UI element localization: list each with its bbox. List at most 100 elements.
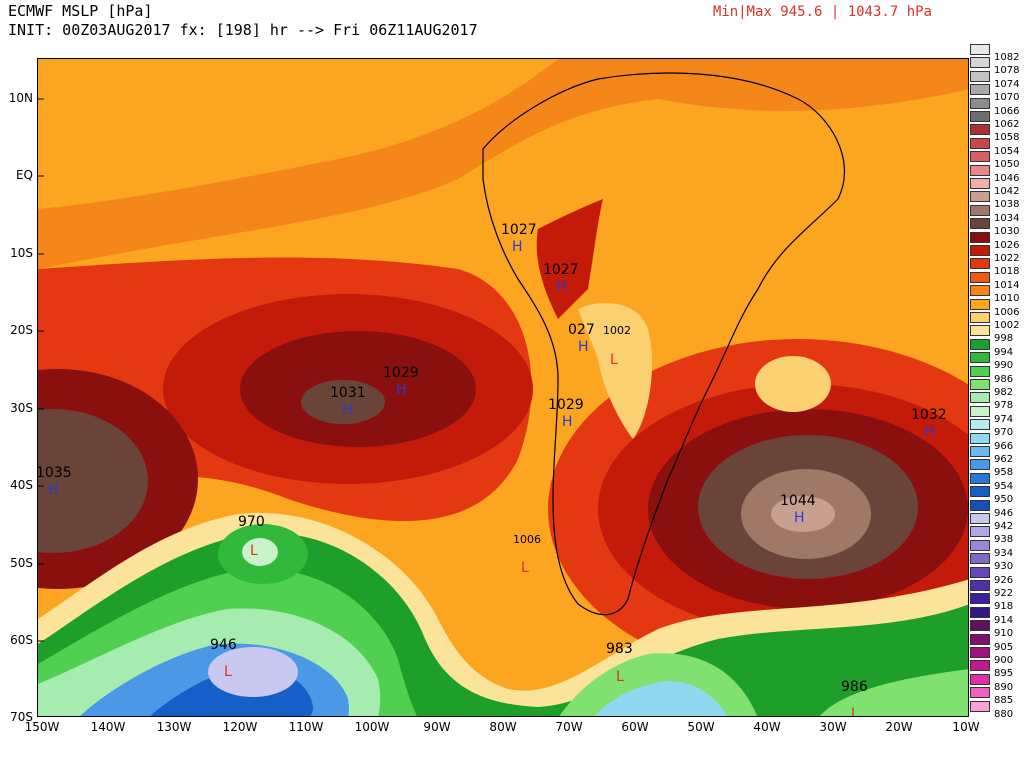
colorbar-swatch xyxy=(970,459,990,471)
lat-label-20s: 20S xyxy=(10,323,33,337)
label-1029-chile: 1029 xyxy=(548,397,584,413)
colorbar-level-label: 930 xyxy=(994,561,1014,573)
lon-label-130w: 130W xyxy=(156,720,192,734)
lon-label-20w: 20W xyxy=(885,720,913,734)
lon-label-80w: 80W xyxy=(489,720,517,734)
colorbar-level-label: 942 xyxy=(994,521,1014,532)
colorbar-swatch xyxy=(970,245,990,256)
l-marker-1006: L xyxy=(521,560,529,576)
l-marker-1002: L xyxy=(610,352,618,368)
atlantic-high-core xyxy=(771,496,835,532)
label-1044: 1044 xyxy=(780,493,816,509)
colorbar-level-label: 1038 xyxy=(994,199,1020,211)
label-983: 983 xyxy=(606,641,633,657)
colorbar-swatch xyxy=(970,231,990,243)
pressure-map-svg: 1027 H 1027 H 027 H 1002 L 1029 H 1029 H… xyxy=(38,59,968,717)
h-marker-1027-south: H xyxy=(578,339,589,355)
colorbar-swatch xyxy=(970,446,990,457)
l-marker-983: L xyxy=(616,669,624,685)
low-970-core xyxy=(242,538,278,566)
colorbar-level-label: 982 xyxy=(994,387,1014,398)
colorbar-swatch xyxy=(970,97,990,109)
label-986: 986 xyxy=(841,679,868,695)
colorbar-level-label: 922 xyxy=(994,588,1014,599)
andes-ridge-red xyxy=(536,199,603,319)
lat-label-10n: 10N xyxy=(8,91,33,105)
colorbar-swatch xyxy=(970,271,990,283)
drake-low-blue xyxy=(594,681,727,716)
colorbar-swatch xyxy=(970,258,990,270)
colorbar-swatch xyxy=(970,499,990,511)
colorbar-swatch xyxy=(970,218,990,230)
colorbar-level-label: 1002 xyxy=(994,320,1020,331)
colorbar-swatch xyxy=(970,660,990,672)
colorbar-level-label: 1022 xyxy=(994,253,1020,264)
colorbar-swatch xyxy=(970,312,990,323)
colorbar-level-label: 1046 xyxy=(994,172,1020,184)
colorbar-swatch xyxy=(970,539,990,551)
label-1027-mid: 1027 xyxy=(543,262,579,278)
colorbar-swatch xyxy=(970,566,990,578)
colorbar-swatch xyxy=(970,325,990,337)
colorbar-level-label: 885 xyxy=(994,695,1014,707)
colorbar-swatch xyxy=(970,164,990,176)
h-marker-1027-mid: H xyxy=(556,279,567,295)
colorbar-level-label: 926 xyxy=(994,574,1014,586)
colorbar-level-label: 880 xyxy=(994,708,1014,720)
lon-label-120w: 120W xyxy=(222,720,258,734)
colorbar-swatch xyxy=(970,204,990,216)
colorbar-swatch xyxy=(970,606,990,618)
colorbar-swatch xyxy=(970,673,990,685)
colorbar-swatch xyxy=(970,472,990,484)
colorbar-level-label: 994 xyxy=(994,346,1014,358)
colorbar-level-label: 1010 xyxy=(994,293,1020,305)
h-marker-1029-pac: H xyxy=(396,382,407,398)
pacific-low-core xyxy=(208,647,298,697)
lat-label-40s: 40S xyxy=(10,478,33,492)
colorbar-swatch xyxy=(970,191,990,203)
lon-label-150w: 150W xyxy=(24,720,60,734)
colorbar-level-label: 954 xyxy=(994,480,1014,492)
h-marker-1044: H xyxy=(794,510,805,526)
colorbar-level-label: 895 xyxy=(994,668,1014,680)
colorbar-level-label: 1034 xyxy=(994,212,1020,224)
colorbar-level-label: 1062 xyxy=(994,119,1020,130)
colorbar-level-label: 890 xyxy=(994,681,1014,693)
colorbar-swatch xyxy=(970,593,990,605)
colorbar-swatch xyxy=(970,44,990,55)
colorbar-swatch xyxy=(970,137,990,149)
colorbar-level-label: 1058 xyxy=(994,132,1020,144)
lon-label-30w: 30W xyxy=(819,720,847,734)
l-marker-970: L xyxy=(250,543,258,559)
lat-label-70s: 70S xyxy=(10,710,33,724)
lat-label-30s: 30S xyxy=(10,401,33,415)
lat-label-10s: 10S xyxy=(10,246,33,260)
colorbar-swatch xyxy=(970,513,990,524)
colorbar-swatch xyxy=(970,553,990,565)
lat-label-60s: 60S xyxy=(10,633,33,647)
lon-label-10w: 10W xyxy=(952,720,980,734)
h-marker-1027-north: H xyxy=(512,239,523,255)
lon-label-70w: 70W xyxy=(555,720,583,734)
colorbar-swatch xyxy=(970,151,990,163)
coastal-low-cell xyxy=(755,356,831,412)
colorbar-level-label: 998 xyxy=(994,333,1014,345)
pressure-labels: 1027 H 1027 H 027 H 1002 L 1029 H 1029 H… xyxy=(38,222,947,717)
colorbar-swatch xyxy=(970,687,990,699)
pressure-map: 1027 H 1027 H 027 H 1002 L 1029 H 1029 H… xyxy=(37,58,969,717)
h-marker-1029-chile: H xyxy=(562,414,573,430)
colorbar-swatch xyxy=(970,365,990,377)
colorbar-level-label: 910 xyxy=(994,628,1014,640)
colorbar-level-label: 1074 xyxy=(994,78,1020,90)
colorbar-swatch xyxy=(970,111,990,122)
colorbar-level-label: 1042 xyxy=(994,186,1020,197)
colorbar-level-label: 962 xyxy=(994,454,1014,465)
lon-label-50w: 50W xyxy=(687,720,715,734)
l-marker-986: L xyxy=(851,706,859,717)
colorbar-swatch xyxy=(970,419,990,431)
colorbar-swatch xyxy=(970,338,990,350)
min-max-readout: Min|Max 945.6 | 1043.7 hPa xyxy=(712,4,932,20)
colorbar-level-label: 1014 xyxy=(994,279,1020,291)
colorbar-level-label: 990 xyxy=(994,360,1014,372)
label-1027-north: 1027 xyxy=(501,222,537,238)
